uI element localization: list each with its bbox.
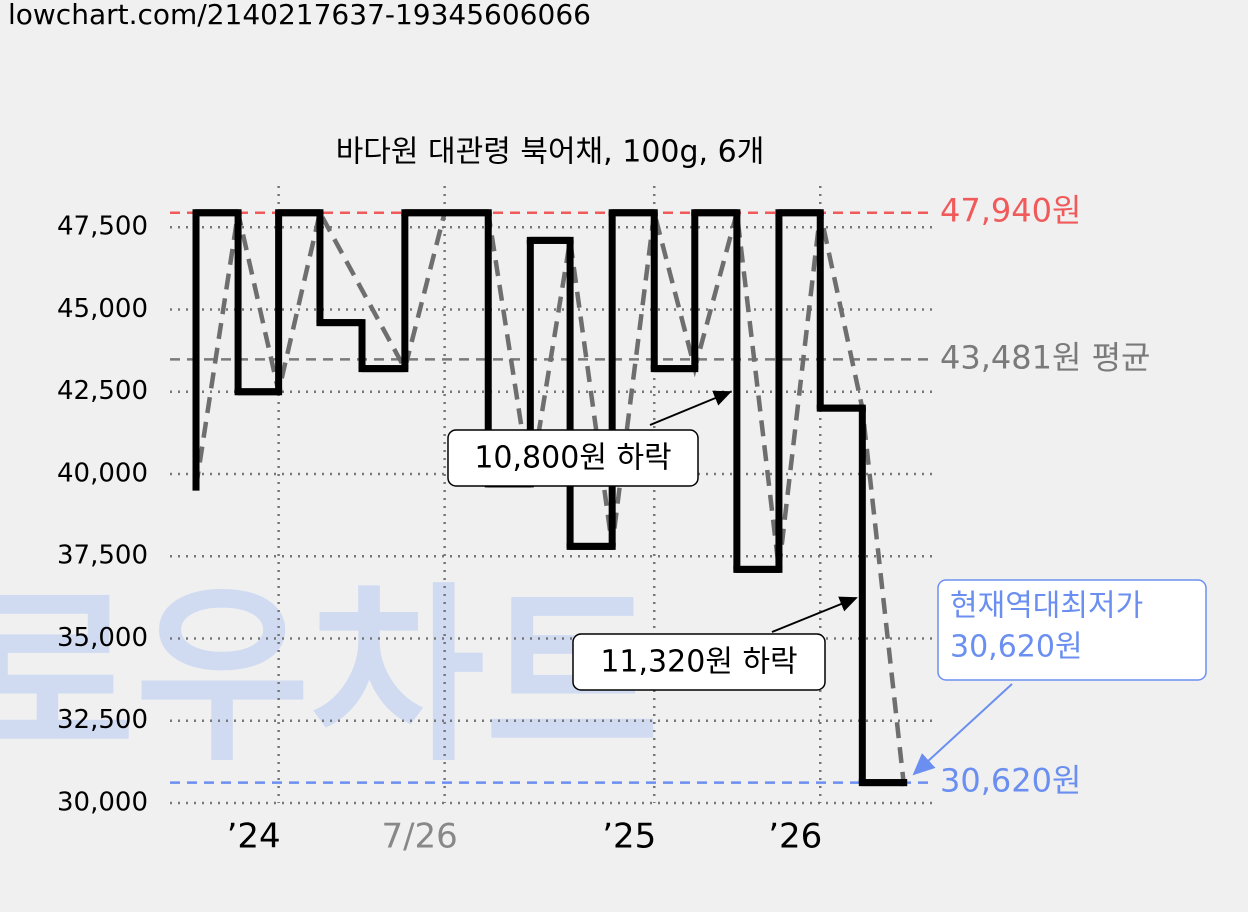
y-tick-label: 47,500: [57, 212, 148, 242]
reference-label: 43,481원 평균: [940, 338, 1150, 376]
y-tick-label: 35,000: [57, 623, 148, 653]
min-note-box: [937, 579, 1207, 681]
y-tick-label: 37,500: [57, 541, 148, 571]
header-url: lowchart.com/2140217637-19345606066: [8, 0, 591, 31]
reference-label: 47,940원: [940, 192, 1081, 230]
annotation: 11,320원 하락: [600, 645, 797, 680]
x-tick-label: 7/26: [381, 817, 457, 857]
y-tick-label: 30,000: [57, 788, 148, 818]
arrow: [912, 683, 1013, 776]
y-tick-label: 32,500: [57, 705, 148, 735]
x-tick-label: ’25: [602, 817, 656, 857]
x-tick-label: ’26: [768, 817, 822, 857]
x-tick-label: ’24: [227, 817, 281, 857]
y-tick-label: 45,000: [57, 294, 148, 324]
min-note: 30,620원: [950, 630, 1083, 665]
watermark: 로우차트: [0, 566, 660, 787]
annotation-box: [572, 633, 826, 691]
chart-title: 바다원 대관령 북어채, 100g, 6개: [336, 135, 765, 170]
arrow: [771, 596, 858, 633]
min-note: 현재역대최저가: [950, 589, 1143, 624]
trend-line: [193, 206, 906, 783]
y-tick-label: 40,000: [57, 458, 148, 488]
annotation: 10,800원 하락: [474, 441, 671, 476]
arrow: [649, 390, 732, 426]
annotation-box: [447, 429, 699, 487]
reference-label: 30,620원: [940, 762, 1081, 800]
y-tick-label: 42,500: [57, 376, 148, 406]
